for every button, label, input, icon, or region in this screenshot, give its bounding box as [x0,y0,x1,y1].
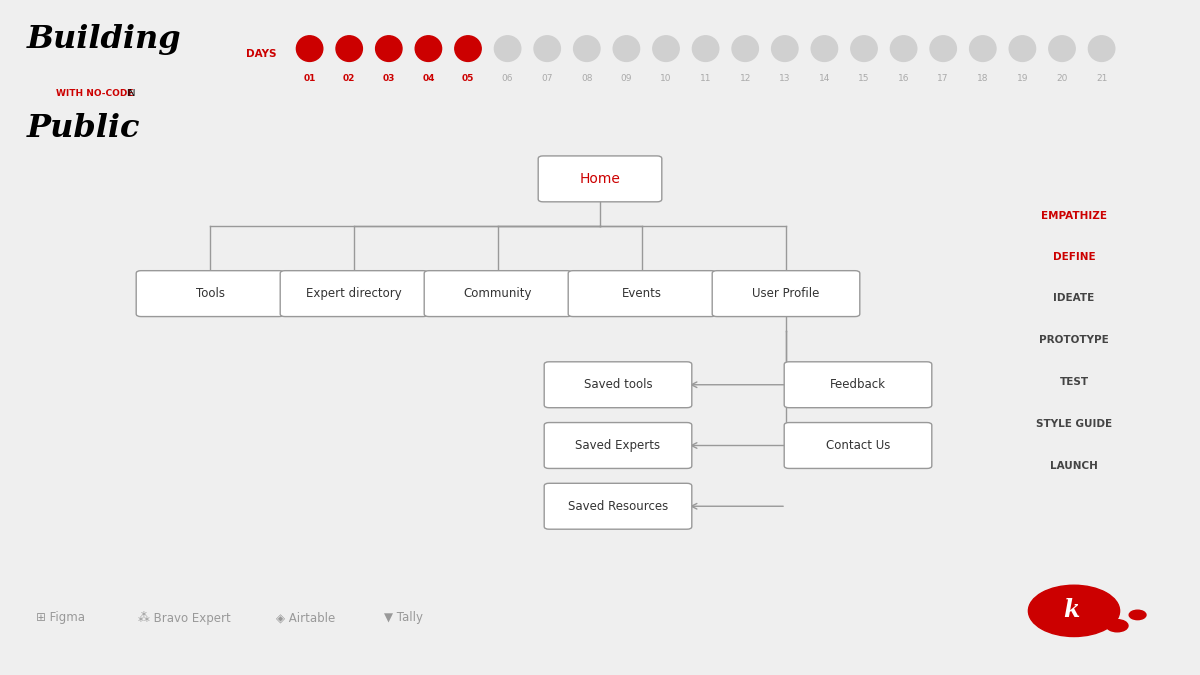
Ellipse shape [1088,36,1115,61]
FancyBboxPatch shape [713,271,860,317]
Text: 07: 07 [541,74,553,83]
FancyBboxPatch shape [785,362,931,408]
Text: 13: 13 [779,74,791,83]
Text: User Profile: User Profile [752,287,820,300]
Text: ▼ Tally: ▼ Tally [384,611,424,624]
Text: DAYS: DAYS [246,49,276,59]
Ellipse shape [653,36,679,61]
Text: 04: 04 [422,74,434,83]
Text: 01: 01 [304,74,316,83]
Text: WITH NO-CODE: WITH NO-CODE [56,89,134,98]
Text: 21: 21 [1096,74,1108,83]
Text: Tools: Tools [196,287,224,300]
Text: 20: 20 [1056,74,1068,83]
Ellipse shape [336,36,362,61]
Text: 19: 19 [1016,74,1028,83]
Text: 17: 17 [937,74,949,83]
Text: IDEATE: IDEATE [1054,294,1094,303]
Ellipse shape [930,36,956,61]
Ellipse shape [415,36,442,61]
Ellipse shape [613,36,640,61]
Text: 10: 10 [660,74,672,83]
Ellipse shape [455,36,481,61]
Text: ⊞ Figma: ⊞ Figma [36,611,85,624]
Text: 02: 02 [343,74,355,83]
Circle shape [1106,620,1128,632]
Ellipse shape [574,36,600,61]
Ellipse shape [534,36,560,61]
FancyBboxPatch shape [545,423,692,468]
FancyBboxPatch shape [539,156,662,202]
Text: Public: Public [26,113,140,144]
FancyBboxPatch shape [785,423,931,468]
Ellipse shape [1049,36,1075,61]
Ellipse shape [732,36,758,61]
Text: Home: Home [580,172,620,186]
FancyBboxPatch shape [569,271,716,317]
Circle shape [1129,610,1146,620]
Ellipse shape [970,36,996,61]
FancyBboxPatch shape [281,271,427,317]
Text: Community: Community [463,287,533,300]
Ellipse shape [851,36,877,61]
Text: 14: 14 [818,74,830,83]
Text: 15: 15 [858,74,870,83]
Text: 16: 16 [898,74,910,83]
Text: Saved Experts: Saved Experts [576,439,660,452]
Text: Feedback: Feedback [830,378,886,392]
Text: 03: 03 [383,74,395,83]
Circle shape [1028,585,1120,637]
Text: Contact Us: Contact Us [826,439,890,452]
Ellipse shape [296,36,323,61]
Text: ⁂ Bravo Expert: ⁂ Bravo Expert [138,611,230,624]
Text: Saved tools: Saved tools [583,378,653,392]
Ellipse shape [890,36,917,61]
Text: 09: 09 [620,74,632,83]
Text: 18: 18 [977,74,989,83]
Text: 11: 11 [700,74,712,83]
Text: 08: 08 [581,74,593,83]
Ellipse shape [494,36,521,61]
FancyBboxPatch shape [425,271,571,317]
Text: LAUNCH: LAUNCH [1050,461,1098,470]
Text: ◈ Airtable: ◈ Airtable [276,611,335,624]
Text: IN: IN [126,89,136,98]
FancyBboxPatch shape [545,362,692,408]
Ellipse shape [772,36,798,61]
Text: EMPATHIZE: EMPATHIZE [1042,211,1108,221]
Text: 05: 05 [462,74,474,83]
Ellipse shape [376,36,402,61]
Text: Saved Resources: Saved Resources [568,500,668,513]
Ellipse shape [1009,36,1036,61]
Text: 06: 06 [502,74,514,83]
Text: 12: 12 [739,74,751,83]
Ellipse shape [811,36,838,61]
Text: Expert directory: Expert directory [306,287,402,300]
Text: Building: Building [26,24,181,55]
Ellipse shape [692,36,719,61]
Text: STYLE GUIDE: STYLE GUIDE [1036,419,1112,429]
FancyBboxPatch shape [137,271,284,317]
Text: TEST: TEST [1060,377,1088,387]
FancyBboxPatch shape [545,483,692,529]
Text: Events: Events [622,287,662,300]
Text: PROTOTYPE: PROTOTYPE [1039,335,1109,345]
Text: DEFINE: DEFINE [1052,252,1096,261]
Text: k: k [1063,597,1080,622]
